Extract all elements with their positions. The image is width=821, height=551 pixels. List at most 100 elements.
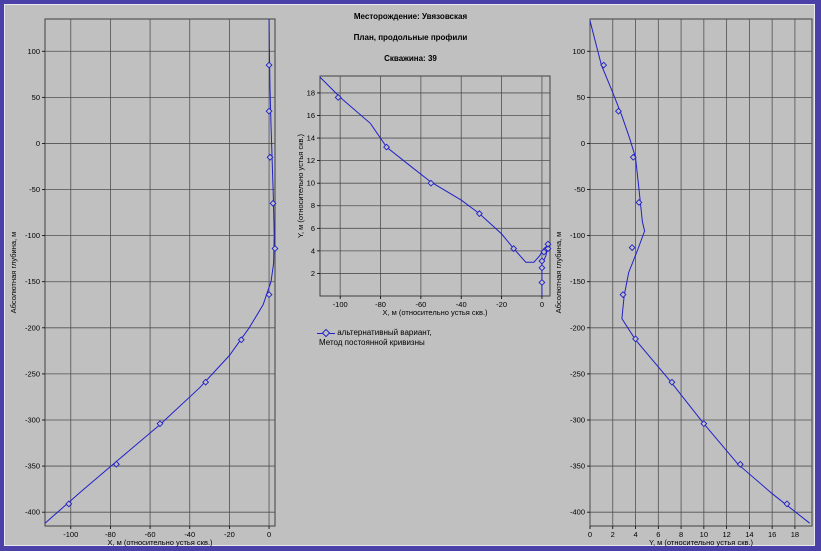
y-tick-label: 100 bbox=[572, 47, 585, 56]
data-point bbox=[237, 336, 245, 344]
charts-canvas: -100 -80 -60 -40 -20 0100500-50-100-150-200-2… bbox=[9, 18, 813, 547]
y-tick-label: -50 bbox=[29, 185, 40, 194]
data-point bbox=[600, 61, 608, 69]
x-tick-label: 14 bbox=[745, 530, 753, 539]
x-tick-label: 0 bbox=[540, 300, 544, 309]
y-tick-label: 0 bbox=[36, 139, 40, 148]
x-tick-label: 8 bbox=[679, 530, 683, 539]
legend-entry: альтернативный вариант, bbox=[317, 328, 432, 338]
y-tick-label: -400 bbox=[570, 508, 585, 517]
data-point bbox=[614, 107, 622, 115]
data-point bbox=[271, 245, 279, 252]
data-point bbox=[334, 93, 342, 101]
data-point bbox=[540, 248, 548, 256]
x-tick-label: 0 bbox=[267, 530, 271, 539]
y-tick-label: 14 bbox=[307, 134, 315, 143]
y-tick-label: 50 bbox=[32, 93, 40, 102]
data-point bbox=[736, 460, 744, 468]
x-axis-label: X, м (относительно устья скв.) bbox=[382, 308, 488, 317]
y-axis-label: Y, м (относительно устья скв.) bbox=[296, 133, 305, 238]
data-point bbox=[632, 335, 640, 343]
x-tick-label: -20 bbox=[496, 300, 507, 309]
y-tick-label: -250 bbox=[570, 369, 585, 378]
y-tick-label: -150 bbox=[25, 277, 40, 286]
x-tick-label: -20 bbox=[224, 530, 235, 539]
data-point bbox=[510, 245, 518, 253]
data-point bbox=[156, 420, 164, 428]
data-point bbox=[265, 61, 273, 69]
y-tick-label: 2 bbox=[311, 269, 315, 278]
data-point bbox=[538, 278, 546, 286]
x-tick-label: 12 bbox=[722, 530, 730, 539]
chart-middle: -100 -80 -60 -40 -20 0 2 4 6 8 10 12 14 16 18 X, м (отн… bbox=[296, 75, 552, 317]
data-point bbox=[538, 264, 546, 272]
data-point bbox=[475, 210, 483, 218]
x-tick-label: -40 bbox=[184, 530, 195, 539]
x-tick-label: -60 bbox=[415, 300, 426, 309]
field-title: Месторождение: Увязовская bbox=[353, 12, 468, 21]
data-point bbox=[265, 291, 273, 299]
x-tick-label: -80 bbox=[375, 300, 386, 309]
series-line bbox=[44, 18, 275, 524]
y-tick-label: 10 bbox=[307, 179, 315, 188]
plot-area bbox=[44, 18, 276, 527]
data-point bbox=[266, 153, 274, 161]
data-point bbox=[544, 240, 552, 248]
y-tick-label: -50 bbox=[574, 185, 585, 194]
series-line bbox=[589, 20, 811, 524]
data-point bbox=[427, 179, 435, 187]
data-point bbox=[202, 378, 210, 386]
chart-title: План, продольные профили bbox=[353, 33, 468, 42]
series-line bbox=[319, 76, 549, 296]
plot-area bbox=[319, 75, 551, 297]
x-tick-label: -80 bbox=[105, 530, 116, 539]
x-tick-label: -60 bbox=[145, 530, 156, 539]
x-tick-label: 18 bbox=[791, 530, 799, 539]
x-tick-label: -100 bbox=[333, 300, 348, 309]
plot-area bbox=[589, 18, 813, 527]
x-tick-label: 10 bbox=[700, 530, 708, 539]
y-axis-label: Абсолютная глубина, м bbox=[9, 232, 18, 314]
y-tick-label: -350 bbox=[570, 462, 585, 471]
legend-symbol bbox=[317, 329, 335, 337]
chart-frame: Месторождение: Увязовская План, продольн… bbox=[4, 4, 815, 547]
y-tick-label: 100 bbox=[27, 47, 40, 56]
data-point bbox=[538, 257, 546, 265]
legend-label-2: Метод постоянной кривизны bbox=[319, 338, 425, 347]
y-tick-label: -300 bbox=[570, 415, 585, 424]
data-point bbox=[700, 420, 708, 428]
x-axis-label: Y, м (относительно устья скв.) bbox=[649, 538, 754, 547]
y-tick-label: -250 bbox=[25, 369, 40, 378]
y-tick-label: -200 bbox=[25, 323, 40, 332]
legend: альтернативный вариант, Метод постоянной… bbox=[317, 328, 432, 348]
y-tick-label: 4 bbox=[311, 246, 315, 255]
y-tick-label: 16 bbox=[307, 111, 315, 120]
legend-label-1: альтернативный вариант, bbox=[337, 328, 432, 337]
data-point bbox=[265, 107, 273, 115]
data-point bbox=[544, 245, 552, 253]
data-point bbox=[619, 291, 627, 299]
x-tick-label: -100 bbox=[63, 530, 78, 539]
well-title: Скважина: 39 bbox=[384, 54, 437, 63]
chart-left: -100 -80 -60 -40 -20 0100500-50-100-150-200-2… bbox=[9, 18, 279, 547]
data-point bbox=[668, 378, 676, 386]
chart-right: 0 2 4 6 8 10 12 14 16 18 100 50 0 -50 -100 -150 -200 -250… bbox=[554, 18, 813, 547]
data-point bbox=[629, 153, 637, 161]
y-tick-label: -200 bbox=[570, 323, 585, 332]
x-tick-label: 6 bbox=[656, 530, 660, 539]
y-tick-label: -300 bbox=[25, 415, 40, 424]
y-tick-label: -350 bbox=[25, 462, 40, 471]
data-point bbox=[65, 500, 73, 508]
y-tick-label: -100 bbox=[570, 231, 585, 240]
y-tick-label: 8 bbox=[311, 201, 315, 210]
y-tick-label: 0 bbox=[581, 139, 585, 148]
x-tick-label: 16 bbox=[768, 530, 776, 539]
x-tick-label: 4 bbox=[633, 530, 637, 539]
y-tick-label: 18 bbox=[307, 88, 315, 97]
y-tick-label: 6 bbox=[311, 224, 315, 233]
data-point bbox=[112, 460, 120, 468]
x-axis-label: X, м (относительно устья скв.) bbox=[107, 538, 213, 547]
x-tick-label: 0 bbox=[588, 530, 592, 539]
y-tick-label: -100 bbox=[25, 231, 40, 240]
y-tick-label: -400 bbox=[25, 508, 40, 517]
